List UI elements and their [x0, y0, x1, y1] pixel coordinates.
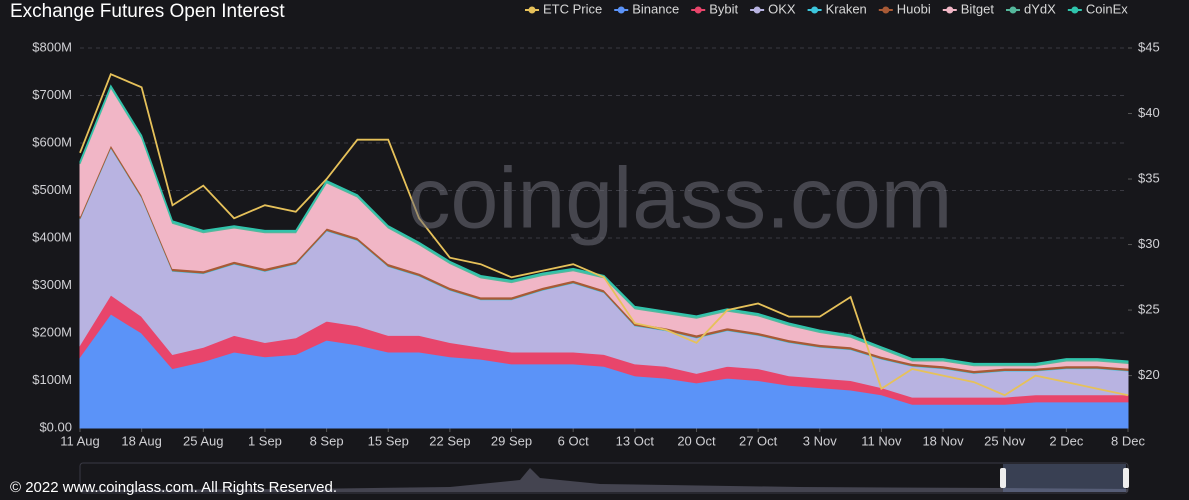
legend-marker: [1009, 6, 1017, 14]
y-tick-label: $200M: [32, 324, 72, 339]
legend-item[interactable]: dYdX: [1006, 1, 1056, 16]
legend-label: CoinEx: [1086, 1, 1128, 16]
x-tick-label: 1 Sep: [248, 433, 282, 448]
x-tick-label: 29 Sep: [491, 433, 532, 448]
legend-label: Bitget: [961, 1, 995, 16]
area: [79, 84, 1129, 365]
legend-item[interactable]: OKX: [750, 1, 796, 16]
slider-handle[interactable]: [1123, 468, 1129, 488]
x-tick-label: 2 Dec: [1049, 433, 1083, 448]
legend-item[interactable]: Kraken: [807, 1, 867, 16]
legend-marker: [694, 6, 702, 14]
legend-item[interactable]: CoinEx: [1067, 1, 1128, 16]
y2-tick-label: $30: [1138, 236, 1160, 251]
watermark: coinglass.com: [408, 151, 953, 247]
slider-window[interactable]: [1003, 464, 1126, 492]
legend-item[interactable]: Binance: [614, 1, 679, 16]
y-tick-label: $0.00: [39, 419, 72, 434]
legend-label: dYdX: [1024, 1, 1056, 16]
plot-area: $0.00 $100M $200M $300M $400M $500M $600M $700M…: [32, 39, 1159, 448]
legend-label: Kraken: [826, 1, 867, 16]
x-tick-label: 8 Dec: [1111, 433, 1145, 448]
legend-item[interactable]: Huobi: [878, 1, 931, 16]
y-tick-label: $800M: [32, 39, 72, 54]
x-tick-label: 13 Oct: [616, 433, 655, 448]
x-tick-label: 8 Sep: [310, 433, 344, 448]
y2-tick-label: $35: [1138, 170, 1160, 185]
y-tick-label: $100M: [32, 372, 72, 387]
y-tick-label: $300M: [32, 277, 72, 292]
price-line: [79, 73, 1129, 397]
x-tick-label: 25 Nov: [984, 433, 1026, 448]
y-tick-label: $400M: [32, 229, 72, 244]
x-tick-label: 18 Aug: [121, 433, 162, 448]
y2-tick-label: $45: [1138, 39, 1160, 54]
range-slider[interactable]: [79, 462, 1129, 494]
y-tick-label: $700M: [32, 87, 72, 102]
x-tick-label: 15 Sep: [368, 433, 409, 448]
legend-item[interactable]: Bybit: [691, 1, 739, 16]
legend-marker: [946, 6, 954, 14]
x-tick-label: 11 Nov: [861, 433, 902, 448]
y-tick-label: $500M: [32, 182, 72, 197]
x-tick-label: 20 Oct: [677, 433, 716, 448]
slider-handle[interactable]: [1000, 468, 1006, 488]
legend-label: Binance: [632, 1, 679, 16]
legend-marker: [528, 6, 536, 14]
legend-label: OKX: [768, 1, 796, 16]
y2-tick-label: $20: [1138, 367, 1160, 382]
legend-marker: [617, 6, 625, 14]
chart-title: Exchange Futures Open Interest: [10, 1, 285, 22]
x-tick-label: 3 Nov: [803, 433, 837, 448]
legend-marker: [753, 6, 761, 14]
legend: ETC Price Binance Bybit OKX Kraken Huobi Bitge…: [525, 1, 1128, 16]
y-tick-label: $600M: [32, 134, 72, 149]
legend-label: ETC Price: [543, 1, 602, 16]
legend-item[interactable]: Bitget: [942, 1, 995, 16]
x-tick-label: 6 Oct: [558, 433, 589, 448]
y2-tick-label: $25: [1138, 302, 1160, 317]
x-tick-label: 18 Nov: [922, 433, 964, 448]
legend-label: Bybit: [709, 1, 738, 16]
y2-tick-label: $40: [1138, 105, 1160, 120]
legend-item[interactable]: ETC Price: [525, 1, 602, 16]
legend-marker: [811, 6, 819, 14]
x-tick-label: 27 Oct: [739, 433, 778, 448]
slider-preview: [80, 468, 1128, 492]
legend-label: Huobi: [897, 1, 931, 16]
x-tick-label: 11 Aug: [60, 433, 100, 448]
legend-marker: [882, 6, 890, 14]
x-tick-label: 22 Sep: [429, 433, 470, 448]
legend-marker: [1071, 6, 1079, 14]
footer: © 2022 www.coinglass.com. All Rights Res…: [10, 479, 337, 496]
x-tick-label: 25 Aug: [183, 433, 224, 448]
